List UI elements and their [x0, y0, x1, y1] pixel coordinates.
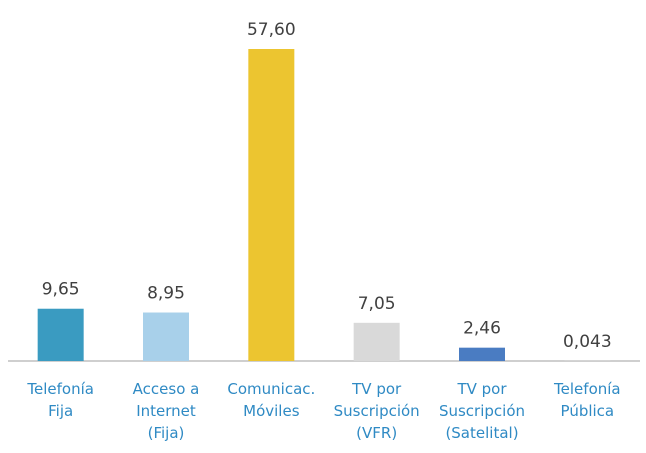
x-tick-label: TV por Suscripción (Satelital)	[439, 380, 525, 442]
bar	[37, 308, 84, 361]
x-tick-label: Comunicac. Móviles	[227, 380, 315, 420]
bar	[248, 49, 295, 361]
value-label: 2,46	[463, 319, 501, 339]
bar	[459, 347, 505, 361]
x-tick-label: Telefonía Pública	[553, 380, 621, 420]
bar	[143, 312, 189, 361]
bar	[353, 322, 400, 361]
x-tick-label: Telefonía Fija	[26, 380, 94, 420]
value-label: 8,95	[147, 284, 185, 304]
value-label: 9,65	[42, 280, 80, 300]
value-label: 7,05	[358, 294, 396, 314]
value-label: 0,043	[563, 332, 612, 352]
x-tick-label: TV por Suscripción (VFR)	[334, 380, 420, 442]
value-label: 57,60	[247, 20, 296, 40]
x-tick-label: Acceso a Internet (Fija)	[133, 380, 200, 442]
